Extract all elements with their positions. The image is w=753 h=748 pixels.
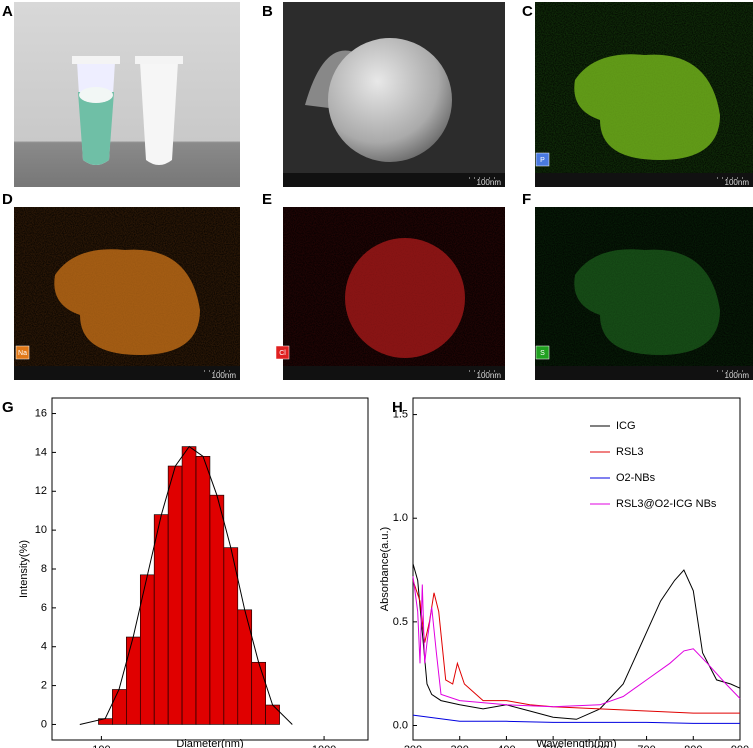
- map-d: [14, 207, 240, 380]
- element-tag: [275, 345, 290, 360]
- scale-bar-label: 100nm: [477, 178, 502, 187]
- x-axis-label: Wavelength(nm): [536, 738, 616, 748]
- series-line: [412, 714, 740, 724]
- y-tick-label: 0.0: [393, 719, 408, 731]
- bar: [265, 704, 280, 725]
- x-tick-label: 500: [544, 744, 562, 748]
- element-label: Cl: [279, 350, 286, 357]
- scale-bar-label: 100nm: [212, 371, 237, 380]
- panel-label: H: [392, 399, 403, 416]
- x-tick-label: 200: [404, 744, 422, 748]
- map-f: [535, 207, 753, 380]
- x-axis-label: Diameter(nm): [176, 738, 243, 748]
- panel-label: B: [262, 3, 273, 20]
- x-tick-label: 400: [497, 744, 515, 748]
- y-axis-label: Intensity(%): [18, 540, 30, 598]
- scale-bar-label: 100nm: [725, 371, 750, 380]
- bar: [181, 446, 197, 725]
- element-tag: [535, 152, 550, 167]
- y-tick-label: 4: [41, 641, 47, 653]
- y-tick-label: 1.0: [393, 512, 408, 524]
- panel-label: C: [522, 3, 533, 20]
- panel-label: D: [2, 191, 13, 208]
- map-c: [535, 2, 753, 187]
- y-tick-label: 1.5: [393, 408, 408, 420]
- bar: [126, 636, 141, 725]
- y-tick-label: 0.5: [393, 616, 408, 628]
- x-tick-label: 100: [92, 744, 110, 748]
- element-label: Na: [18, 350, 27, 357]
- photo-a: [14, 2, 240, 187]
- x-tick-label: 600: [591, 744, 609, 748]
- y-tick-label: 16: [35, 407, 47, 419]
- y-tick-label: 12: [35, 485, 47, 497]
- panel-label: E: [262, 191, 272, 208]
- legend-label: ICG: [616, 420, 636, 432]
- element-label: S: [540, 350, 545, 357]
- scale-bar-label: 100nm: [725, 178, 750, 187]
- legend-label: RSL3@O2-ICG NBs: [616, 498, 717, 510]
- sem-b: [283, 2, 505, 187]
- legend-label: RSL3: [616, 446, 644, 458]
- x-tick-label: 1000: [312, 744, 336, 748]
- x-tick-label: 800: [684, 744, 702, 748]
- y-tick-label: 2: [41, 679, 47, 691]
- series-line: [412, 576, 741, 708]
- bar: [251, 661, 266, 725]
- series-line: [412, 580, 740, 714]
- panel-label: F: [522, 191, 531, 208]
- y-axis-label: Absorbance(a.u.): [379, 527, 391, 611]
- element-tag: [535, 345, 550, 360]
- y-tick-label: 14: [35, 446, 47, 458]
- bar: [223, 547, 239, 725]
- map-e: [283, 207, 505, 380]
- x-tick-label: 700: [637, 744, 655, 748]
- y-tick-label: 10: [35, 524, 47, 536]
- element-label: P: [540, 157, 545, 164]
- scale-bar-label: 100nm: [477, 371, 502, 380]
- y-tick-label: 0: [41, 718, 47, 730]
- series-line: [412, 563, 741, 720]
- bar: [153, 514, 169, 725]
- bar: [112, 689, 127, 725]
- bar: [209, 494, 225, 725]
- x-tick-label: 300: [451, 744, 469, 748]
- y-tick-label: 8: [41, 563, 47, 575]
- panel-label: G: [2, 399, 14, 416]
- y-tick-label: 6: [41, 602, 47, 614]
- legend-label: O2-NBs: [616, 472, 656, 484]
- bar: [167, 465, 183, 725]
- bar: [195, 455, 211, 725]
- x-tick-label: 900: [731, 744, 749, 748]
- fit-line: [79, 445, 293, 725]
- element-tag: [15, 345, 30, 360]
- plot-frame: [412, 397, 741, 741]
- panel-label: A: [2, 3, 13, 20]
